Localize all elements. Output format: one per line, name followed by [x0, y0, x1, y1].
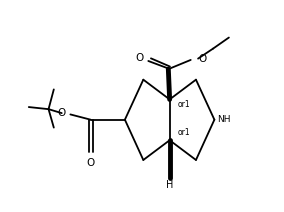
Text: or1: or1: [178, 128, 191, 137]
Text: O: O: [136, 53, 144, 63]
Text: NH: NH: [218, 115, 231, 124]
Text: or1: or1: [178, 100, 191, 109]
Text: O: O: [199, 54, 207, 64]
Text: H: H: [166, 180, 173, 190]
Text: O: O: [57, 108, 65, 118]
Text: O: O: [87, 158, 95, 168]
